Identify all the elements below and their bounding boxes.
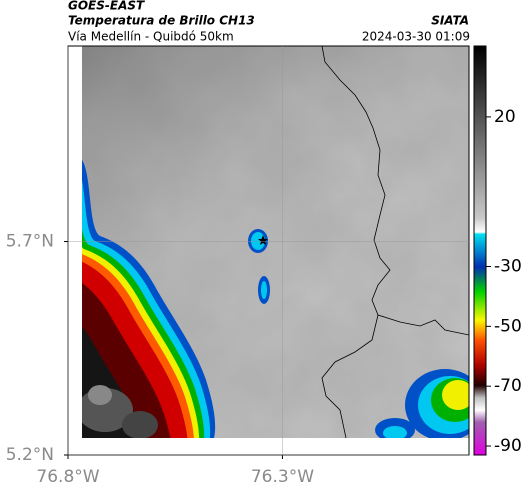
route: Vía Medellín - Quibdó 50km [68, 30, 234, 44]
subtitle: Temperatura de Brillo CH13 [68, 14, 255, 28]
colorbar [473, 45, 487, 456]
colorbar-tick-label: -50 [494, 316, 522, 336]
colorbar-tick-label: -90 [494, 436, 522, 456]
imagery [82, 46, 469, 438]
x-tick-label: 76.8°W [36, 467, 99, 487]
colorbar-tick-label: -70 [494, 376, 522, 396]
timestamp: 2024-03-30 01:09 [362, 30, 470, 44]
x-tick-label: 76.3°W [251, 467, 314, 487]
y-tick-label: 5.2°N [6, 445, 54, 465]
title: GOES-EAST [68, 0, 145, 13]
colorbar-tick-label: -30 [494, 257, 522, 277]
colorbar-tick-label: 20 [494, 107, 516, 127]
source: SIATA [431, 14, 469, 28]
y-tick-label: 5.7°N [6, 232, 54, 252]
